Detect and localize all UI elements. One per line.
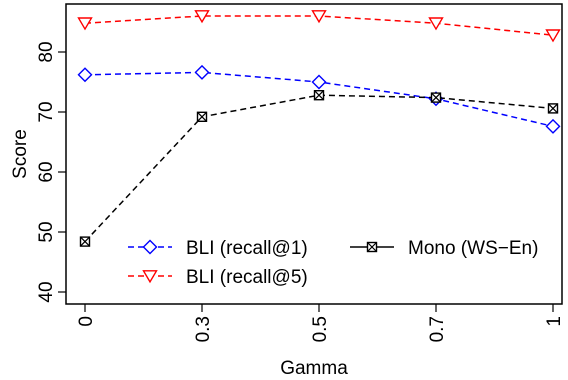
legend-label: BLI (recall@5) bbox=[186, 267, 308, 288]
marker-triangle bbox=[428, 17, 444, 31]
legend-entry: BLI (recall@5) bbox=[128, 267, 308, 288]
y-tick-label: 70 bbox=[36, 101, 57, 122]
marker-boxed-x bbox=[430, 92, 442, 103]
marker-diamond bbox=[77, 67, 93, 83]
marker-boxed-x bbox=[196, 111, 208, 123]
marker-diamond bbox=[545, 118, 561, 134]
marker-triangle bbox=[142, 270, 158, 284]
series-line bbox=[84, 94, 554, 243]
legend: BLI (recall@1) Mono (WS−En) BLI (recall@5) bbox=[128, 238, 538, 288]
marker-diamond bbox=[311, 74, 327, 90]
x-tick-label: 0 bbox=[76, 316, 97, 327]
marker-diamond bbox=[194, 64, 210, 80]
marker-cross bbox=[197, 111, 207, 122]
series-1 bbox=[77, 10, 561, 43]
y-tick-label: 80 bbox=[36, 41, 57, 62]
marker-cross bbox=[80, 236, 90, 247]
x-tick-label: 1 bbox=[544, 316, 565, 327]
x-tick-label: 0.7 bbox=[427, 316, 448, 342]
x-tick-label: 0.5 bbox=[310, 316, 331, 342]
series-2 bbox=[79, 89, 559, 247]
marker-diamond bbox=[142, 239, 158, 255]
legend-label: Mono (WS−En) bbox=[408, 238, 538, 259]
y-tick-label: 60 bbox=[36, 161, 57, 182]
x-tick-label: 0.3 bbox=[193, 316, 214, 342]
marker-cross bbox=[548, 103, 558, 114]
marker-triangle bbox=[77, 17, 93, 31]
marker-cross bbox=[367, 242, 377, 252]
marker-boxed-x bbox=[79, 236, 91, 247]
marker-cross bbox=[314, 90, 324, 101]
marker-triangle bbox=[545, 29, 561, 43]
y-axis-label: Score bbox=[10, 129, 31, 179]
plot-frame bbox=[65, 3, 563, 305]
marker-boxed-x bbox=[547, 103, 559, 114]
x-axis-label: Gamma bbox=[280, 358, 348, 379]
y-tick-label: 50 bbox=[36, 221, 57, 242]
marker-triangle bbox=[311, 10, 327, 24]
marker-cross bbox=[431, 92, 441, 103]
axes: 0 0.3 0.5 0.7 1 40 50 60 70 80 bbox=[36, 41, 565, 342]
series-layer bbox=[77, 10, 561, 247]
series-0 bbox=[77, 64, 561, 134]
legend-entry: Mono (WS−En) bbox=[350, 238, 538, 259]
y-tick-label: 40 bbox=[36, 281, 57, 302]
marker-triangle bbox=[194, 10, 210, 24]
legend-label: BLI (recall@1) bbox=[186, 238, 308, 259]
marker-boxed-x bbox=[313, 89, 325, 101]
legend-entry: BLI (recall@1) bbox=[128, 238, 308, 259]
marker-boxed-x bbox=[366, 241, 378, 253]
